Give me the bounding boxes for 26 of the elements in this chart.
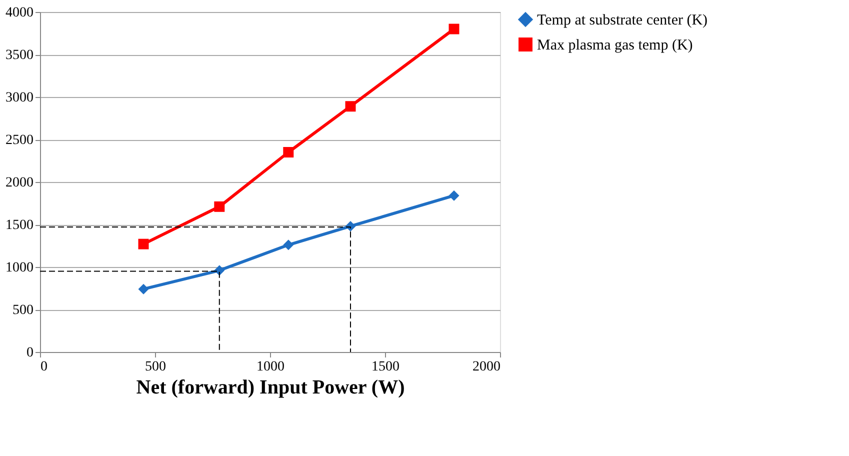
- point: [283, 147, 294, 158]
- x-tick-label: 500: [145, 360, 166, 374]
- y-tick-label: 3500: [6, 48, 34, 63]
- x-tick-label: 1000: [256, 360, 284, 374]
- point: [138, 238, 149, 250]
- x-tick-label: 2000: [472, 360, 500, 374]
- x-axis-title: Net (forward) Input Power (W): [136, 376, 405, 398]
- point: [448, 24, 460, 34]
- point: [448, 190, 460, 201]
- point: [214, 265, 225, 276]
- y-tick-label: 1500: [6, 218, 34, 233]
- point: [283, 240, 294, 250]
- point: [345, 101, 356, 112]
- legend-label: Max plasma gas temp (K): [537, 38, 693, 54]
- y-tick-label: 3000: [6, 90, 34, 106]
- y-tick-label: 500: [12, 303, 34, 318]
- x-tick-label: 0: [40, 360, 48, 374]
- y-tick-label: 2500: [6, 133, 34, 148]
- y-tick-label: 1000: [6, 260, 34, 276]
- point: [138, 284, 149, 294]
- point: [214, 201, 225, 212]
- y-tick-label: 0: [26, 346, 34, 360]
- y-tick-label: 2000: [6, 176, 34, 190]
- legend-label: Temp at substrate center (K): [537, 12, 708, 28]
- y-tick-label: 4000: [6, 6, 34, 20]
- x-tick-label: 1500: [372, 360, 400, 374]
